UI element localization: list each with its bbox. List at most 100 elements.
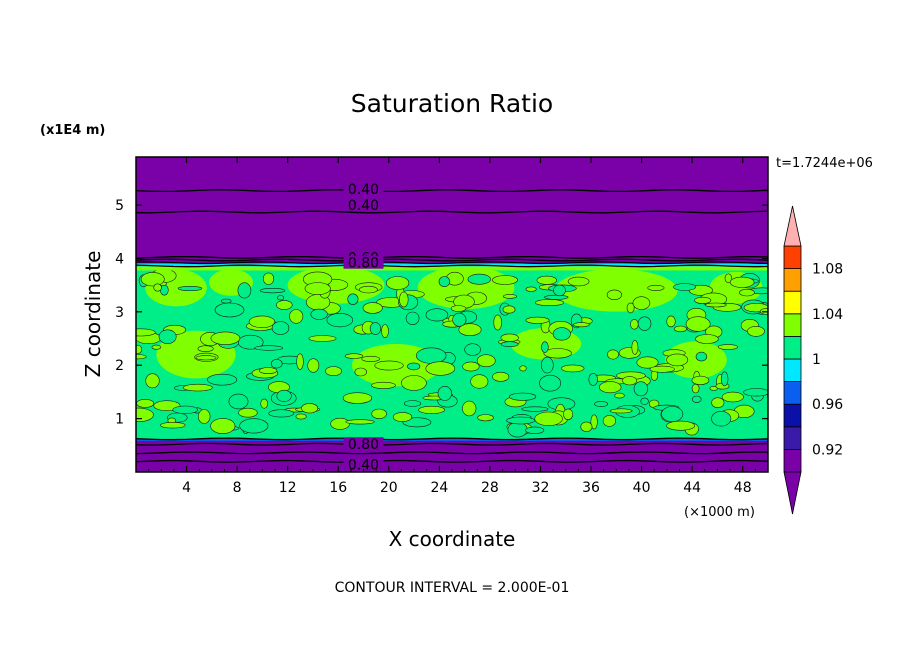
supersaturated-patch xyxy=(519,365,527,372)
subsaturated-patch xyxy=(207,373,238,386)
supersaturated-patch xyxy=(210,331,241,345)
contour-label: 0.80 xyxy=(348,256,379,272)
supersaturated-patch xyxy=(462,361,480,372)
subsaturated-patch xyxy=(347,293,359,305)
subsaturated-patch xyxy=(720,371,729,387)
y-tick-label: 4 xyxy=(115,251,124,267)
x-tick-label: 16 xyxy=(329,480,347,496)
supersaturated-patch xyxy=(450,305,467,312)
supersaturated-patch xyxy=(401,375,427,391)
contour-label: 0.40 xyxy=(348,198,379,214)
supersaturated-patch xyxy=(362,302,383,314)
supersaturated-patch xyxy=(694,296,712,304)
supersaturated-patch xyxy=(260,398,269,409)
supersaturated-patch xyxy=(567,276,590,287)
plot-area xyxy=(136,157,768,472)
supersaturated-patch xyxy=(399,291,409,308)
supersaturated-patch xyxy=(381,324,389,338)
supersaturated-patch xyxy=(248,315,275,328)
supersaturated-patch xyxy=(371,408,387,419)
subsaturated-patch xyxy=(464,343,481,356)
colorbar-tick-label: 1.04 xyxy=(812,307,843,323)
supersaturated-patch xyxy=(477,414,494,422)
y-axis: 1 2 3 4 5 xyxy=(115,198,768,428)
subsaturated-patch xyxy=(310,308,328,320)
x-tick-label: 20 xyxy=(380,480,398,496)
supersaturated-patch xyxy=(140,272,165,287)
subsaturated-patch xyxy=(500,341,519,348)
x-tick-label: 28 xyxy=(481,480,499,496)
subsaturated-patch xyxy=(508,392,537,401)
contour-label: 0.40 xyxy=(348,182,379,198)
contour-label-background xyxy=(343,255,384,269)
contour-labels: 0.400.400.600.800.800.40 xyxy=(343,182,384,474)
colorbar-tick-label: 1 xyxy=(812,352,821,368)
subsaturated-patch xyxy=(237,282,252,299)
y-tick-label: 5 xyxy=(115,198,124,214)
supersaturated-patch xyxy=(462,400,477,417)
supersaturated-patch xyxy=(711,397,725,409)
colorbar-segment xyxy=(783,381,802,405)
colorbar-segment xyxy=(783,290,802,315)
supersaturated-patch xyxy=(259,367,278,374)
y-tick-label: 2 xyxy=(115,358,124,374)
supersaturated-patch xyxy=(354,367,367,377)
y-unit-label: (x1E4 m) xyxy=(40,123,105,138)
subsaturated-patch xyxy=(594,400,608,407)
supersaturated-patch xyxy=(609,408,633,414)
subsaturated-patch xyxy=(541,341,549,353)
supersaturated-patch xyxy=(136,398,155,408)
subsaturated-patch xyxy=(405,311,420,325)
supersaturated-patch xyxy=(685,316,711,332)
contour-label-background xyxy=(343,437,384,451)
supersaturated-patch xyxy=(647,284,665,291)
subsaturated-patch xyxy=(425,308,449,322)
subsaturated-patch xyxy=(640,397,649,405)
supersaturated-patch xyxy=(543,348,572,359)
contour-line xyxy=(136,261,768,265)
supersaturated-patch xyxy=(622,376,637,386)
supersaturated-patch xyxy=(691,375,710,386)
subsaturated-patch xyxy=(407,362,421,371)
subsaturated-patch xyxy=(268,409,295,418)
contour-line xyxy=(136,437,768,441)
supersaturated-patch xyxy=(631,340,639,355)
colorbar-segment xyxy=(783,403,802,428)
contour-label-background xyxy=(343,457,384,471)
subsaturated-patch xyxy=(438,276,451,287)
contour-line xyxy=(136,258,768,262)
colorbar-segment xyxy=(783,426,802,450)
x-tick-label: 44 xyxy=(683,480,701,496)
colorbar: 0.92 0.96 1 1.04 1.08 xyxy=(783,205,843,515)
supersaturated-patch xyxy=(136,344,143,354)
colorbar-segment xyxy=(783,268,802,292)
contour-line xyxy=(136,255,768,259)
supersaturated-patch xyxy=(536,275,557,285)
x-tick-label: 24 xyxy=(430,480,448,496)
supersaturated-patch xyxy=(210,418,236,434)
supersaturated-patch xyxy=(607,349,619,360)
contour-line xyxy=(136,459,768,463)
cloud-layer xyxy=(136,263,768,441)
contour-label-background xyxy=(343,182,384,196)
supersaturated-patch xyxy=(458,323,482,337)
supersaturated-patch xyxy=(739,288,755,297)
supersaturated-patch xyxy=(666,353,689,367)
subsaturated-patch xyxy=(544,294,569,300)
supersaturated-patch xyxy=(525,286,537,292)
subsaturated-patch xyxy=(158,329,177,344)
supersaturated-patch xyxy=(301,403,319,414)
contour-label: 0.80 xyxy=(348,437,379,453)
supersaturated-patch xyxy=(136,354,147,360)
supersaturated-patch xyxy=(392,412,413,422)
supersaturated-patch xyxy=(729,276,755,288)
subsaturated-patch xyxy=(277,295,285,301)
x-tick-label: 40 xyxy=(633,480,651,496)
subsaturated-patch xyxy=(540,356,554,374)
colorbar-tick-label: 0.96 xyxy=(812,397,843,413)
contour-line xyxy=(136,442,768,446)
supersaturated-patch xyxy=(704,302,727,308)
supersaturated-patch xyxy=(563,408,574,420)
subsaturated-patch xyxy=(507,421,528,438)
